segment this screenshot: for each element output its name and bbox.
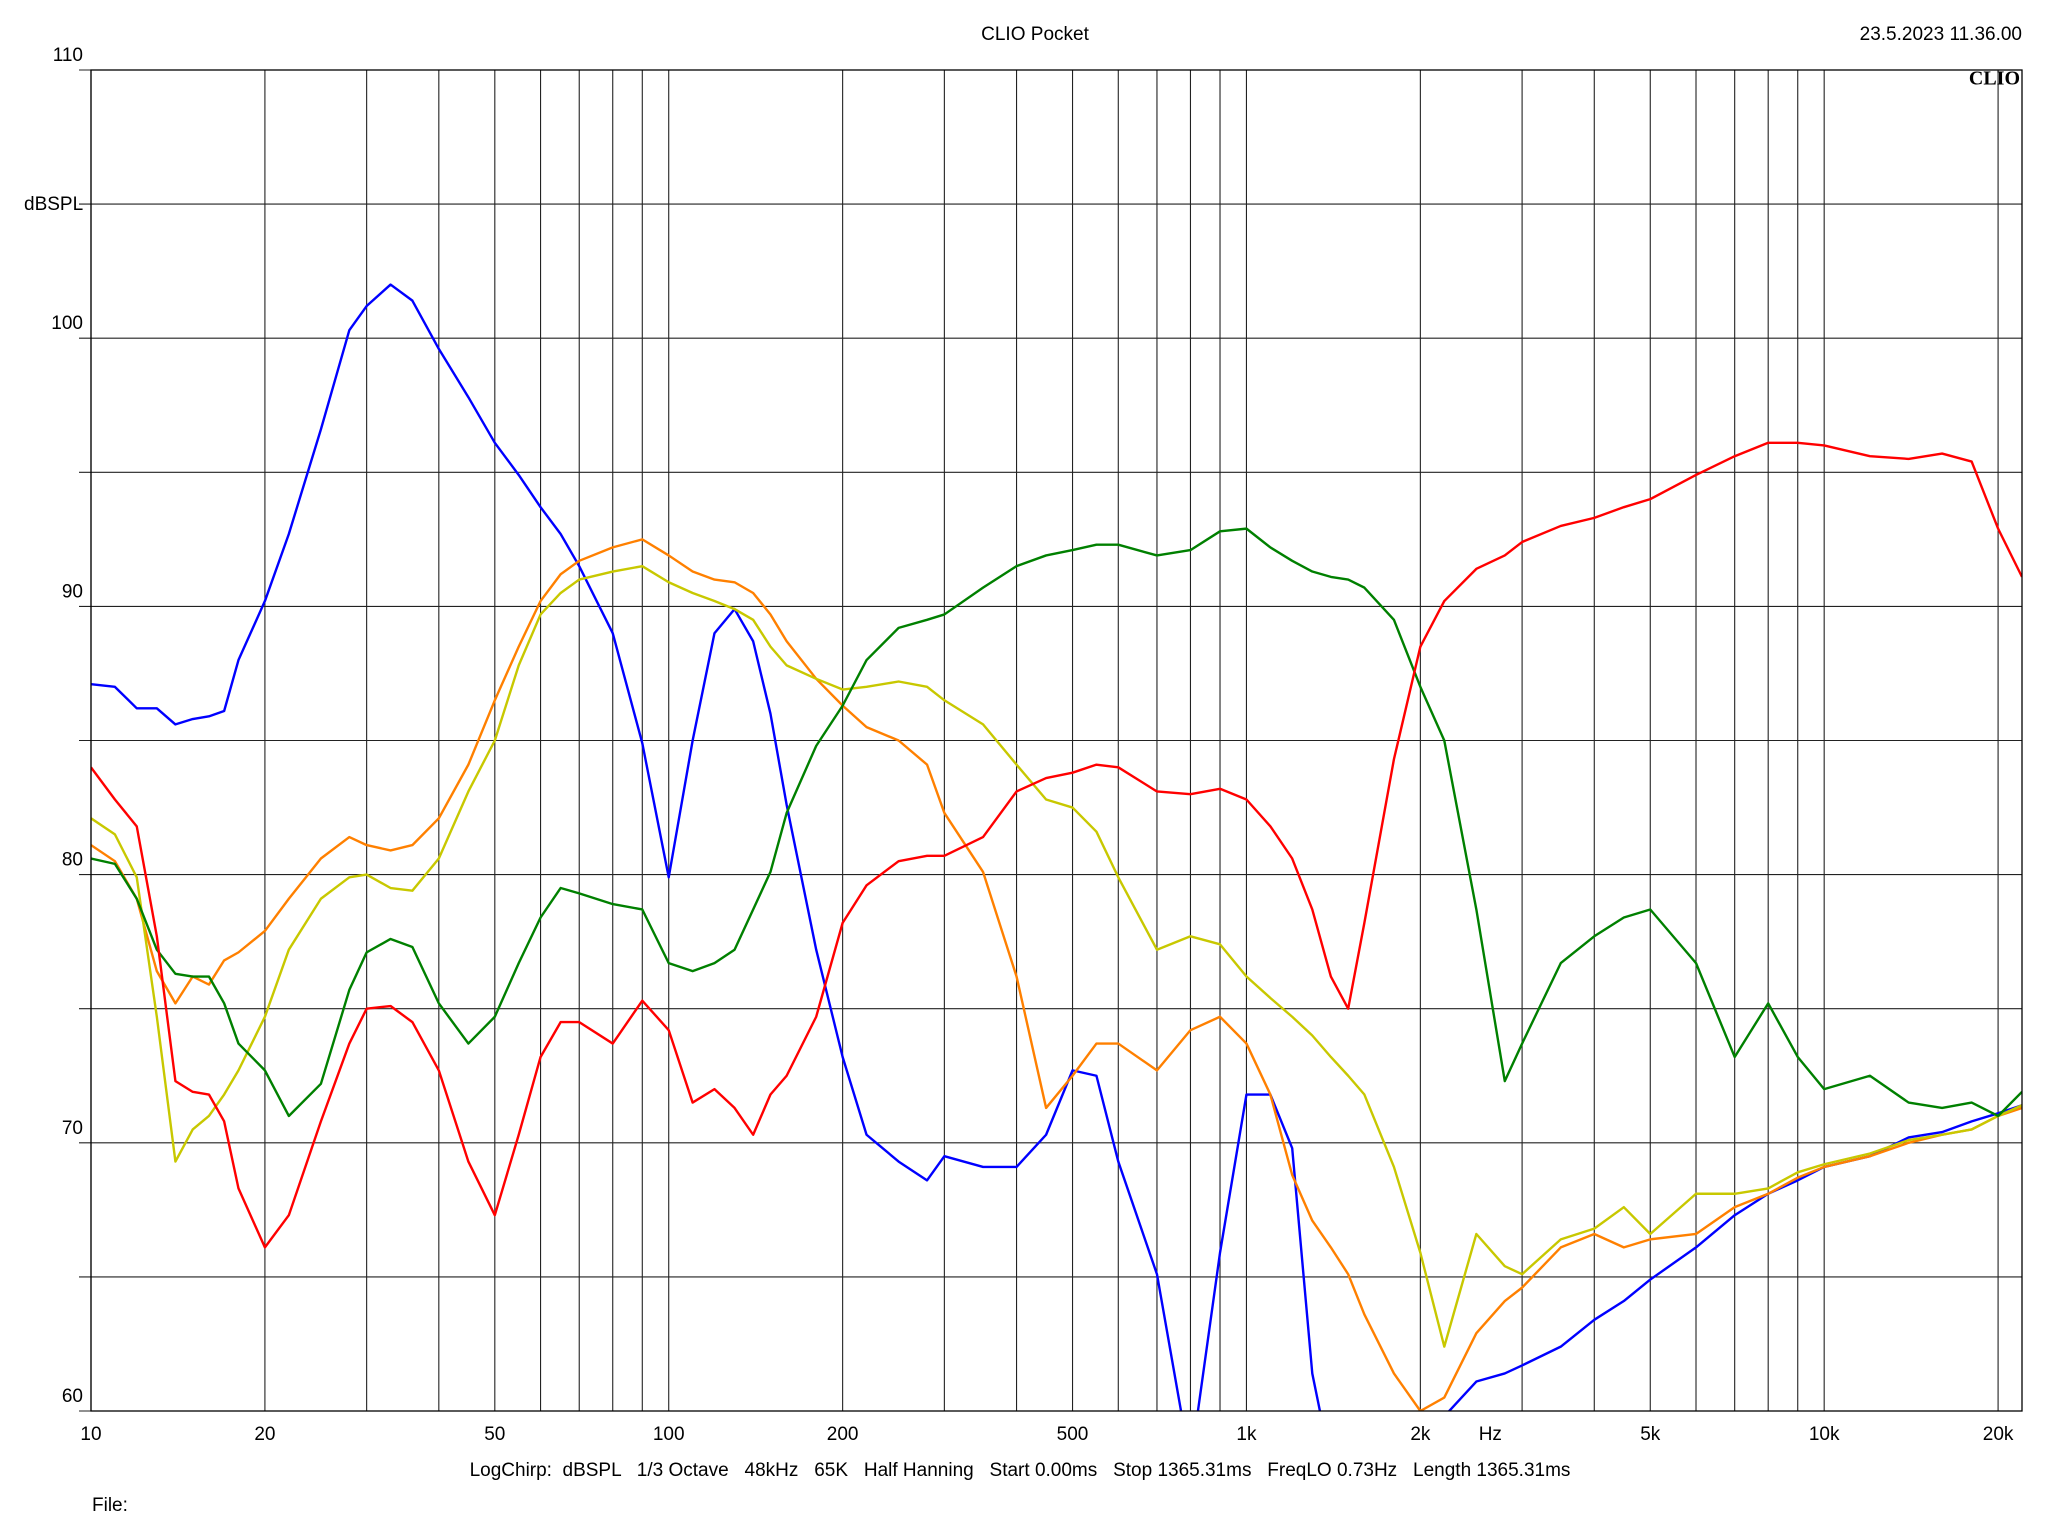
response-curve — [91, 538, 2022, 1411]
x-tick-label: 10 — [80, 1424, 101, 1445]
response-curve — [91, 564, 2022, 1348]
x-tick-label: 1k — [1236, 1424, 1257, 1445]
x-tick-label: 50 — [484, 1424, 505, 1445]
y-tick-label: 110 — [53, 45, 83, 66]
x-tick-label: 20 — [254, 1424, 275, 1445]
x-tick-label: 100 — [653, 1424, 685, 1445]
y-tick-label: 80 — [62, 850, 83, 871]
y-tick-label: 70 — [62, 1118, 83, 1139]
response-curve — [91, 441, 2022, 1249]
logo: CLIO — [1969, 68, 2020, 90]
y-tick-label: 60 — [62, 1386, 83, 1407]
y-tick-label: 90 — [62, 581, 83, 602]
curves — [91, 283, 2022, 1411]
x-tick-label: 2k — [1410, 1424, 1431, 1445]
file-label: File: — [92, 1495, 128, 1516]
response-curve — [91, 527, 2022, 1118]
timestamp: 23.5.2023 11.36.00 — [1860, 24, 2022, 45]
y-axis-label: dBSPL — [24, 194, 83, 215]
chart-title: CLIO Pocket — [981, 24, 1089, 45]
settings-line: LogChirp: dBSPL 1/3 Octave 48kHz 65K Hal… — [470, 1460, 1571, 1481]
y-tick-label: 100 — [51, 313, 83, 334]
x-tick-label: 20k — [1983, 1424, 2014, 1445]
x-tick-label: 500 — [1057, 1424, 1089, 1445]
x-tick-label: 5k — [1640, 1424, 1661, 1445]
x-axis-label: Hz — [1479, 1424, 1502, 1445]
x-tick-label: 10k — [1809, 1424, 1840, 1445]
response-curve — [91, 283, 2022, 1411]
labels: CLIO Pocket 23.5.2023 11.36.00 CLIO dBSP… — [24, 24, 2022, 1516]
x-tick-label: 200 — [827, 1424, 859, 1445]
plot-frame — [90, 69, 2023, 1412]
